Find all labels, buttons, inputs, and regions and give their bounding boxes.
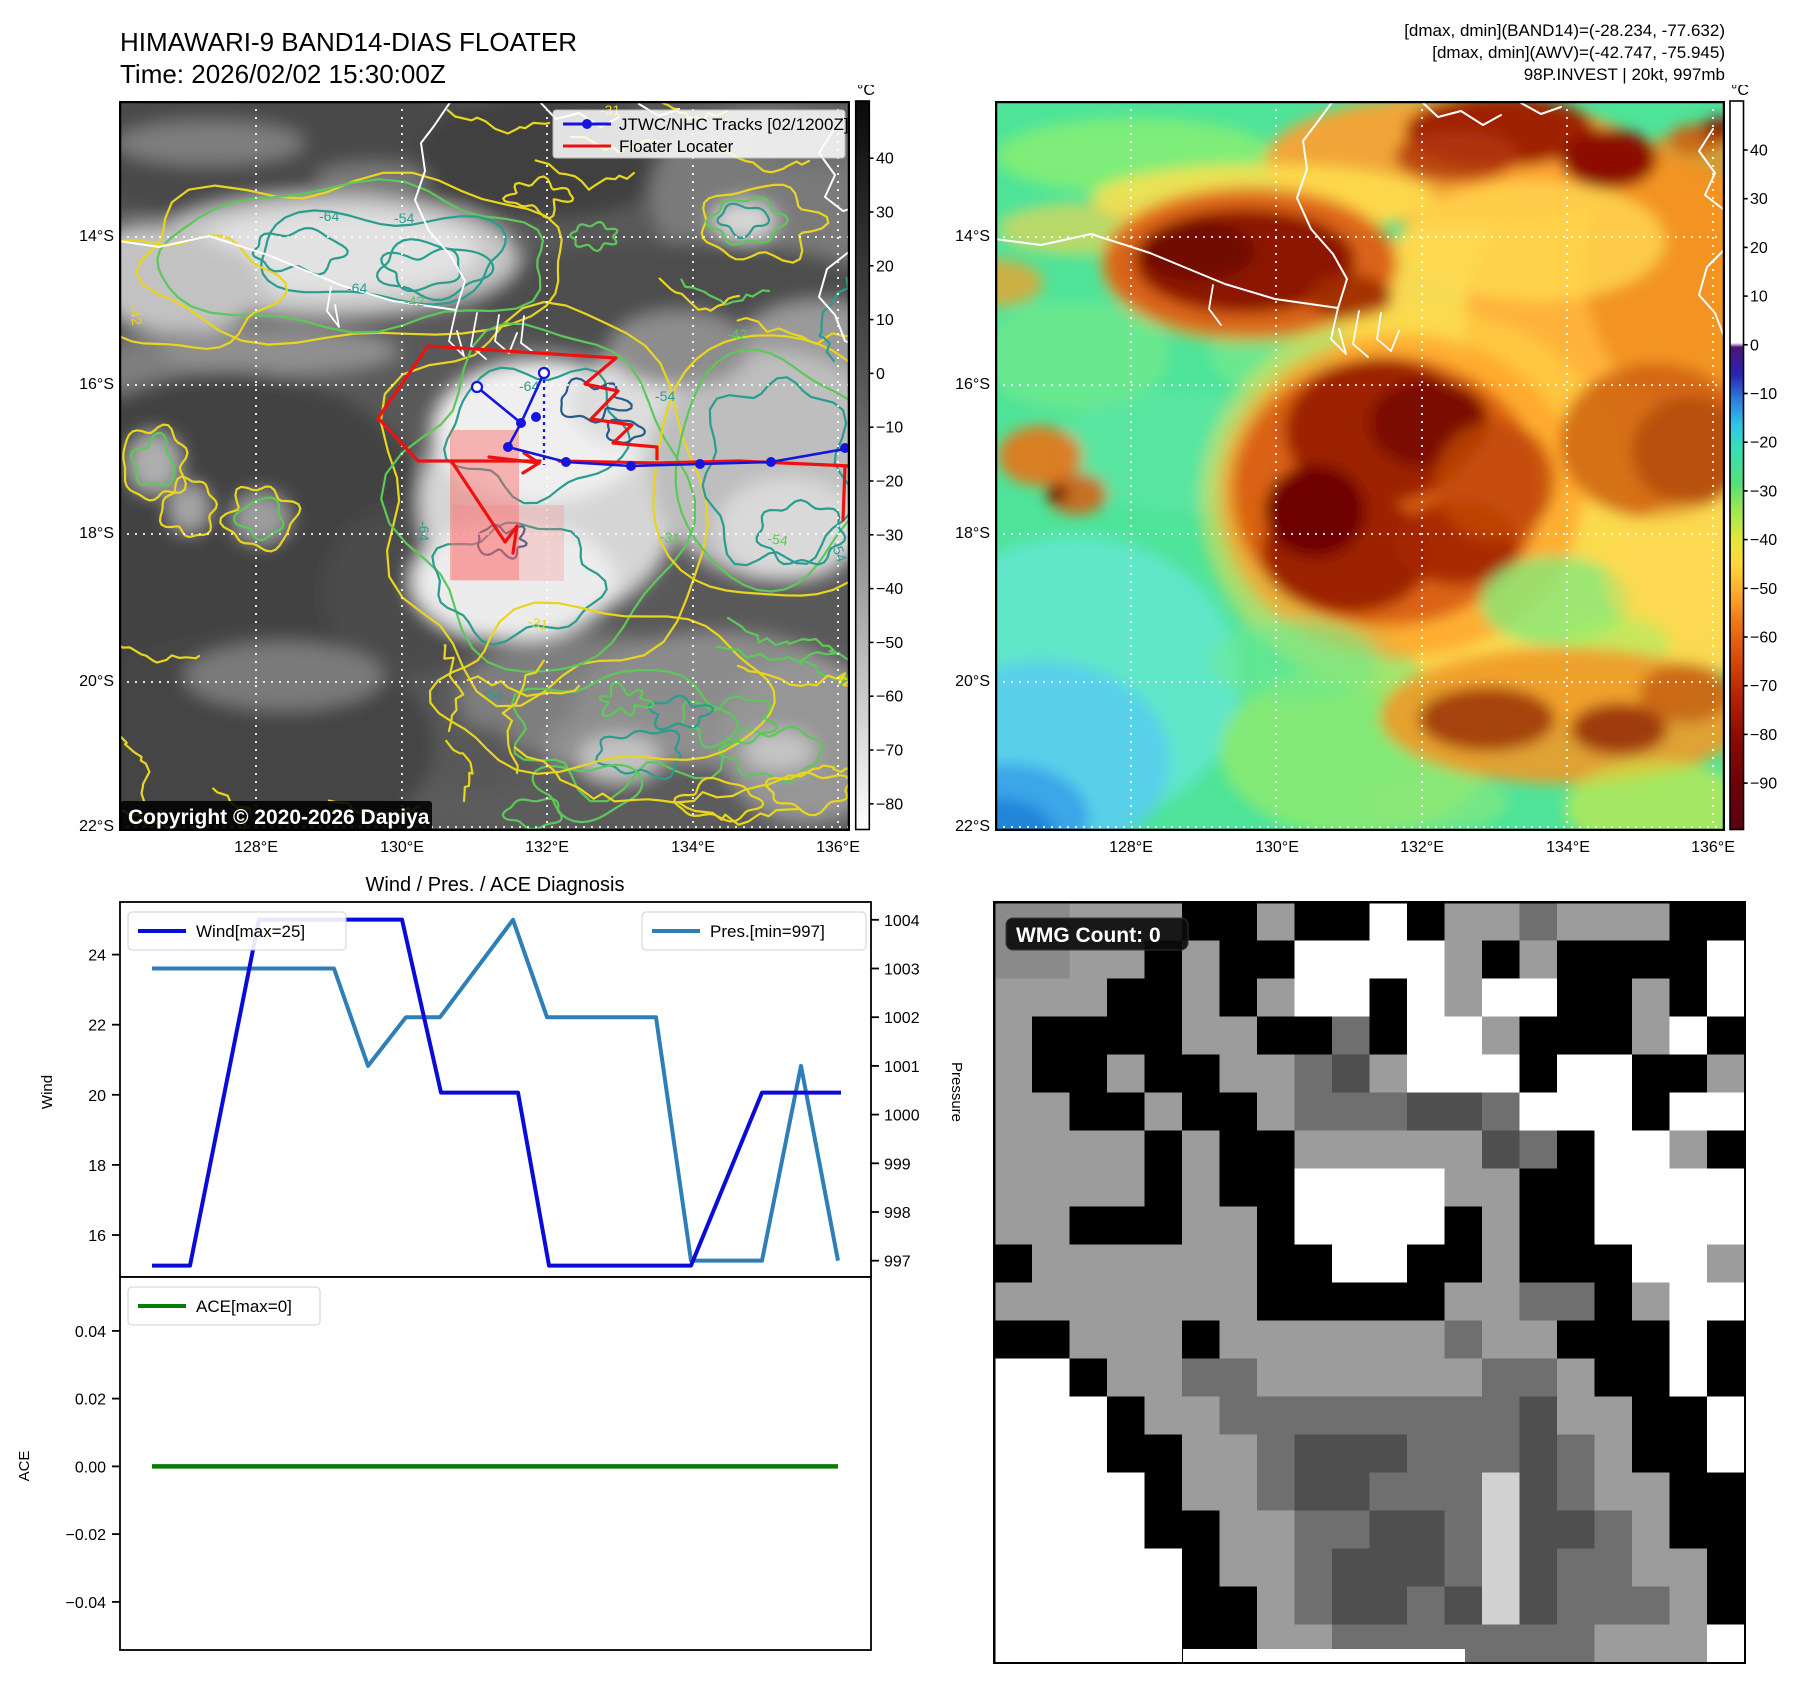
svg-text:-31: -31 bbox=[658, 528, 681, 547]
svg-text:1002: 1002 bbox=[884, 1010, 920, 1027]
svg-text:16: 16 bbox=[88, 1228, 106, 1245]
svg-text:°C: °C bbox=[1731, 85, 1749, 99]
svg-text:-54: -54 bbox=[828, 540, 850, 565]
svg-text:Copyright © 2020-2026 Dapiya: Copyright © 2020-2026 Dapiya bbox=[128, 806, 430, 829]
svg-text:20: 20 bbox=[88, 1088, 106, 1105]
svg-text:0: 0 bbox=[1750, 337, 1759, 354]
svg-text:−60: −60 bbox=[1750, 630, 1777, 647]
svg-text:−30: −30 bbox=[876, 527, 903, 544]
svg-text:-42: -42 bbox=[727, 326, 747, 342]
svg-text:Wind: Wind bbox=[39, 1075, 56, 1109]
svg-text:-64: -64 bbox=[416, 521, 432, 541]
svg-text:24: 24 bbox=[88, 948, 106, 965]
svg-text:−70: −70 bbox=[876, 743, 903, 760]
svg-text:-64: -64 bbox=[519, 378, 539, 394]
svg-text:22: 22 bbox=[88, 1018, 106, 1035]
svg-text:JTWC/NHC Tracks [02/1200Z]: JTWC/NHC Tracks [02/1200Z] bbox=[619, 115, 849, 134]
svg-text:−90: −90 bbox=[1750, 776, 1777, 793]
svg-text:-64: -64 bbox=[480, 683, 504, 704]
svg-text:−0.02: −0.02 bbox=[66, 1527, 107, 1544]
svg-text:−80: −80 bbox=[1750, 727, 1777, 744]
svg-text:−10: −10 bbox=[1750, 386, 1777, 403]
svg-text:10: 10 bbox=[1750, 289, 1768, 306]
svg-text:-64: -64 bbox=[319, 208, 339, 224]
svg-text:30: 30 bbox=[1750, 191, 1768, 208]
svg-text:−80: −80 bbox=[876, 796, 903, 813]
svg-text:40: 40 bbox=[1750, 143, 1768, 160]
svg-text:−60: −60 bbox=[876, 689, 903, 706]
svg-text:−70: −70 bbox=[1750, 678, 1777, 695]
svg-text:−30: −30 bbox=[1750, 483, 1777, 500]
svg-text:0: 0 bbox=[876, 366, 885, 383]
svg-text:1004: 1004 bbox=[884, 913, 920, 930]
svg-text:−20: −20 bbox=[876, 474, 903, 491]
svg-text:°C: °C bbox=[857, 85, 875, 99]
svg-text:WMG Count: 0: WMG Count: 0 bbox=[1016, 924, 1161, 947]
svg-text:ACE: ACE bbox=[16, 1451, 33, 1482]
svg-text:0.04: 0.04 bbox=[75, 1324, 106, 1341]
svg-text:Pressure: Pressure bbox=[948, 1062, 965, 1122]
svg-text:1000: 1000 bbox=[884, 1108, 920, 1125]
svg-text:0.00: 0.00 bbox=[75, 1459, 106, 1476]
svg-text:−40: −40 bbox=[1750, 532, 1777, 549]
svg-text:-54: -54 bbox=[767, 530, 789, 549]
svg-text:999: 999 bbox=[884, 1156, 911, 1173]
svg-text:-54: -54 bbox=[394, 210, 414, 226]
svg-text:Wind / Pres. / ACE Diagnosis: Wind / Pres. / ACE Diagnosis bbox=[366, 874, 625, 896]
svg-text:-64: -64 bbox=[347, 280, 367, 296]
svg-text:997: 997 bbox=[884, 1254, 911, 1271]
svg-text:20: 20 bbox=[876, 258, 894, 275]
svg-text:−0.04: −0.04 bbox=[66, 1595, 107, 1612]
svg-text:−10: −10 bbox=[876, 420, 903, 437]
svg-text:Wind[max=25]: Wind[max=25] bbox=[196, 922, 305, 941]
svg-text:10: 10 bbox=[876, 312, 894, 329]
svg-text:40: 40 bbox=[876, 151, 894, 168]
svg-text:-31: -31 bbox=[526, 613, 549, 633]
svg-text:-54: -54 bbox=[655, 388, 675, 404]
svg-text:-42: -42 bbox=[404, 293, 424, 309]
svg-text:-42: -42 bbox=[126, 304, 145, 327]
svg-text:Floater Locater: Floater Locater bbox=[619, 137, 734, 156]
svg-text:20: 20 bbox=[1750, 240, 1768, 257]
svg-text:−40: −40 bbox=[876, 581, 903, 598]
svg-text:−50: −50 bbox=[1750, 581, 1777, 598]
svg-text:−20: −20 bbox=[1750, 435, 1777, 452]
svg-text:ACE[max=0]: ACE[max=0] bbox=[196, 1297, 292, 1316]
svg-text:998: 998 bbox=[884, 1205, 911, 1222]
svg-text:18: 18 bbox=[88, 1158, 106, 1175]
svg-text:−50: −50 bbox=[876, 635, 903, 652]
svg-text:Pres.[min=997]: Pres.[min=997] bbox=[710, 922, 825, 941]
svg-text:1003: 1003 bbox=[884, 962, 920, 979]
svg-text:1001: 1001 bbox=[884, 1059, 920, 1076]
svg-text:30: 30 bbox=[876, 205, 894, 222]
svg-text:0.02: 0.02 bbox=[75, 1392, 106, 1409]
